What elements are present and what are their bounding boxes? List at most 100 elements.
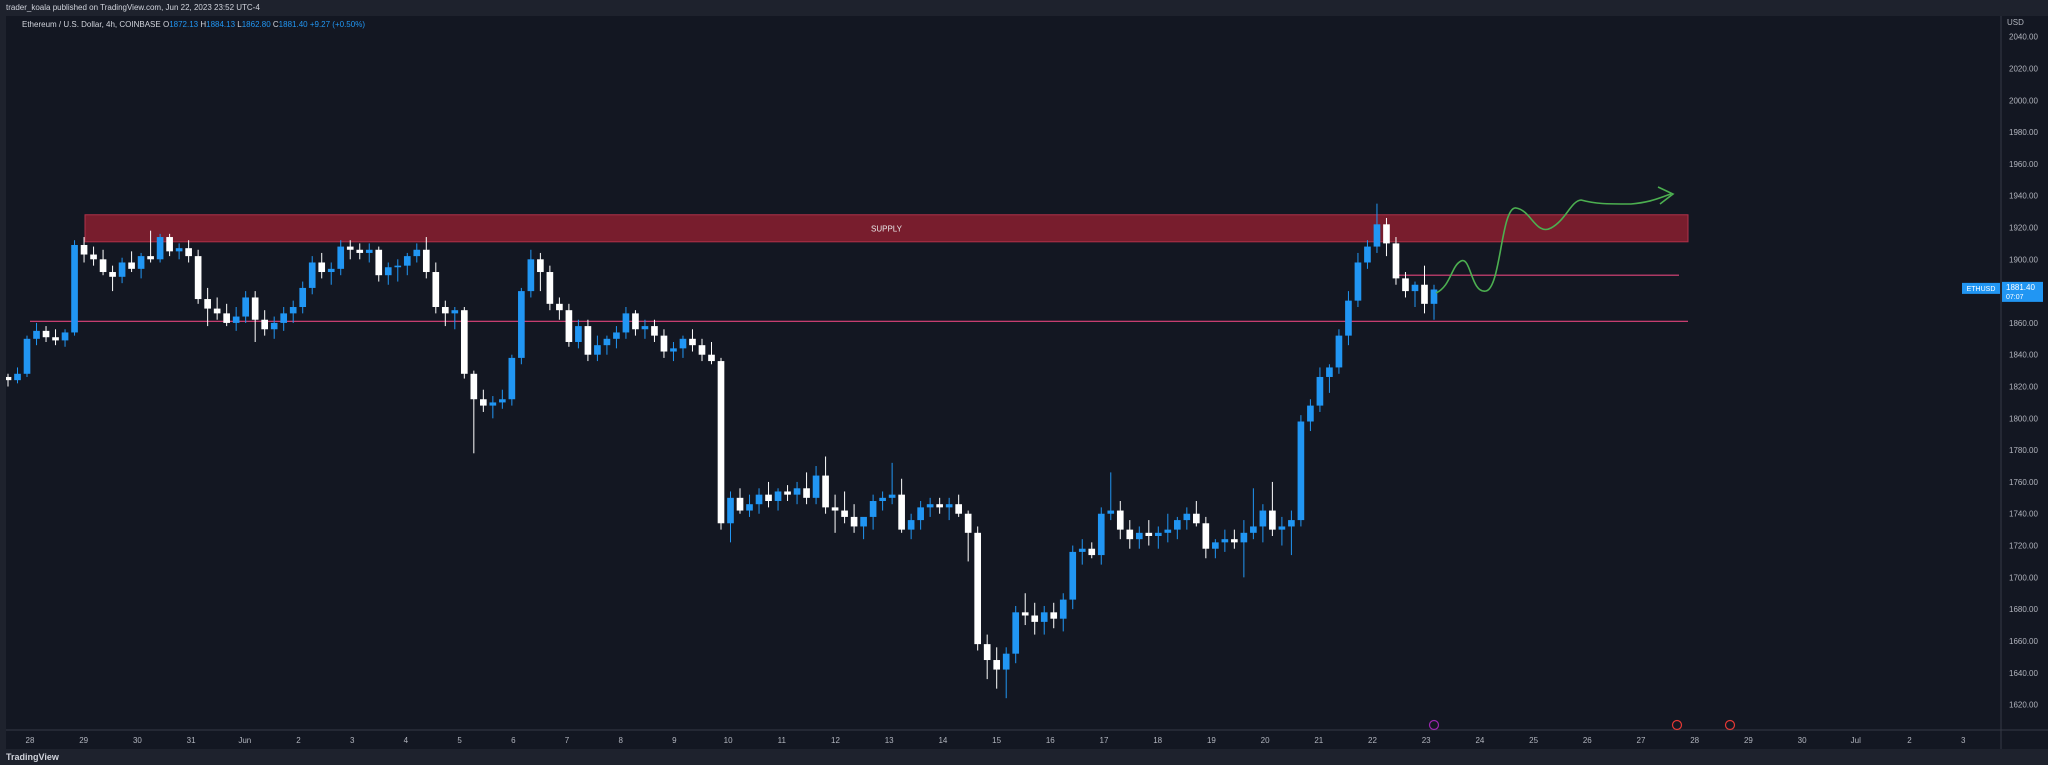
tradingview-logo[interactable]: TradingView — [6, 752, 59, 762]
candle-body — [137, 256, 145, 269]
candle-body — [945, 504, 953, 508]
candle-body — [1392, 243, 1400, 279]
candle-body — [660, 335, 668, 352]
time-tick-label: 7 — [565, 736, 570, 745]
price-tick-label: 1900.00 — [2009, 255, 2038, 264]
candle-body — [1202, 523, 1210, 549]
event-marker-icon — [1671, 719, 1683, 731]
candle-body — [613, 332, 620, 339]
open-label: O — [162, 20, 170, 29]
candle-body — [1173, 520, 1181, 530]
candle-body — [869, 501, 877, 517]
candle-body — [955, 504, 962, 514]
candle-body — [1164, 529, 1172, 533]
low-value: 1862.80 — [241, 20, 271, 29]
high-label: H — [200, 20, 207, 29]
candle-body — [879, 497, 886, 502]
candle-body — [175, 248, 183, 252]
candle-body — [584, 326, 592, 355]
symbol-badge — [1962, 282, 2000, 294]
candle-body — [746, 504, 753, 511]
candle-body — [365, 249, 373, 253]
time-tick-label: 2 — [1907, 736, 1912, 745]
time-tick-label: 2 — [296, 736, 301, 745]
time-tick-label: Jun — [238, 736, 251, 745]
price-tick-label: 1980.00 — [2009, 128, 2038, 137]
candle-body — [1021, 612, 1029, 616]
time-tick-label: 10 — [724, 736, 733, 745]
candle-body — [1012, 612, 1020, 654]
price-chart[interactable]: USD 1620.00 1640.00 1660.00 1680.00 1700.00 17… — [6, 16, 2048, 754]
candle-body — [622, 313, 630, 333]
candle-body — [898, 494, 905, 530]
candle-body — [1307, 405, 1314, 422]
candle-body — [194, 256, 202, 300]
time-tick-label: 20 — [1261, 736, 1270, 745]
price-badge-value: 1881.40 — [2006, 283, 2035, 292]
candle-body — [774, 491, 782, 502]
time-tick-label: 24 — [1475, 736, 1484, 745]
time-tick-label: 23 — [1422, 736, 1431, 745]
candle-body — [546, 272, 554, 304]
price-tick-label: 1760.00 — [2009, 478, 2038, 487]
candle-body — [983, 644, 991, 661]
candle-body — [1373, 224, 1381, 247]
candle-body — [1135, 532, 1143, 540]
time-tick-label: 6 — [511, 736, 516, 745]
candle-body — [888, 494, 896, 498]
candle-body — [651, 326, 658, 336]
candle-body — [765, 494, 772, 502]
candle-body — [185, 248, 192, 257]
time-tick-label: 19 — [1207, 736, 1216, 745]
candle-body — [1212, 542, 1219, 549]
candle-body — [289, 307, 297, 314]
candle-body — [109, 272, 116, 277]
candle-body — [99, 259, 107, 273]
time-tick-label: 30 — [133, 736, 142, 745]
chart-panel[interactable]: USD 1620.00 1640.00 1660.00 1680.00 1700.00 17… — [6, 16, 2048, 754]
candle-body — [413, 249, 421, 257]
price-tick-label: 2040.00 — [2009, 33, 2038, 42]
candle-body — [1288, 520, 1295, 527]
candle-body — [964, 513, 972, 533]
price-tick-label: 1700.00 — [2009, 573, 2038, 582]
candle-body — [23, 338, 31, 374]
candle-body — [90, 254, 97, 260]
price-tick-label: 1920.00 — [2009, 223, 2038, 232]
price-tick-label: 1820.00 — [2009, 383, 2038, 392]
candle-body — [1240, 532, 1248, 543]
time-tick-label: 30 — [1798, 736, 1807, 745]
candle-body — [42, 330, 50, 338]
candle-body — [518, 291, 525, 358]
projection-arrowhead — [1657, 186, 1675, 205]
time-tick-label: 15 — [992, 736, 1001, 745]
candle-body — [460, 310, 468, 374]
time-tick-label: 28 — [1690, 736, 1699, 745]
price-tick-label: 2020.00 — [2009, 64, 2038, 73]
candle-body — [80, 244, 88, 255]
candle-body — [499, 399, 506, 403]
price-tick-label: 1640.00 — [2009, 669, 2038, 678]
time-tick-label: 13 — [885, 736, 894, 745]
candle-body — [1031, 615, 1039, 622]
candle-body — [803, 488, 810, 498]
price-tick-label: 1940.00 — [2009, 192, 2038, 201]
candle-body — [356, 249, 364, 253]
candle-body — [907, 520, 915, 530]
price-tick-label: 1620.00 — [2009, 701, 2038, 710]
candle-body — [14, 373, 21, 381]
time-tick-label: 29 — [79, 736, 88, 745]
time-tick-label: 26 — [1583, 736, 1592, 745]
time-tick-label: 27 — [1637, 736, 1646, 745]
candle-body — [1335, 335, 1343, 368]
candle-body — [1088, 548, 1096, 556]
candle-body — [1411, 284, 1419, 292]
time-tick-label: 11 — [778, 736, 787, 745]
candle-body — [1154, 532, 1162, 536]
candle-body — [1364, 246, 1371, 263]
candle-body — [698, 345, 706, 355]
price-tick-label: 1780.00 — [2009, 446, 2038, 455]
candle-body — [565, 310, 573, 342]
event-marker-icon — [1724, 719, 1736, 731]
candle-body — [1002, 653, 1010, 670]
